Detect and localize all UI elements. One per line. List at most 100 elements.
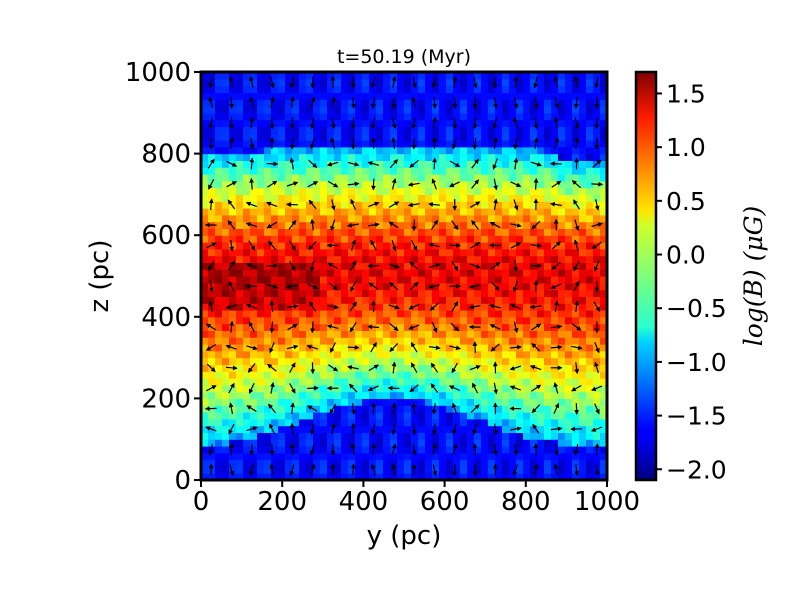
field-arrow xyxy=(348,383,358,393)
heatmap-cell xyxy=(299,201,307,209)
colorbar-label: log(B) (μG) xyxy=(739,206,768,347)
heatmap-cell xyxy=(397,85,405,93)
heatmap-cell xyxy=(278,221,286,229)
heatmap-cell xyxy=(558,221,566,229)
heatmap-cell xyxy=(586,473,594,480)
heatmap-cell xyxy=(292,459,300,467)
heatmap-cell xyxy=(432,221,440,229)
heatmap-cell xyxy=(362,214,370,223)
heatmap-cell xyxy=(558,398,566,406)
heatmap-cell xyxy=(460,78,468,87)
field-arrow xyxy=(370,97,376,109)
heatmap-cell xyxy=(439,296,447,304)
heatmap-cell xyxy=(467,112,475,121)
heatmap-cell xyxy=(502,405,510,413)
field-arrow xyxy=(310,321,315,334)
heatmap-cell xyxy=(481,194,489,202)
heatmap-cell xyxy=(208,459,216,467)
heatmap-cell xyxy=(488,235,496,243)
heatmap-cell xyxy=(418,201,426,209)
heatmap-cell xyxy=(355,92,363,100)
heatmap-cell xyxy=(453,112,461,121)
heatmap-cell xyxy=(250,432,258,440)
heatmap-cell xyxy=(222,391,230,399)
heatmap-cell xyxy=(467,418,475,427)
heatmap-cell xyxy=(453,310,461,318)
heatmap-cell xyxy=(600,201,607,209)
heatmap-cell xyxy=(229,248,237,257)
field-arrow xyxy=(347,161,360,167)
heatmap-cell xyxy=(502,72,510,80)
heatmap-cell xyxy=(495,180,503,189)
heatmap-cell xyxy=(551,99,559,107)
heatmap-cell xyxy=(565,466,573,474)
heatmap-cell xyxy=(271,425,279,433)
heatmap-cell xyxy=(439,180,447,189)
heatmap-cell xyxy=(313,452,321,461)
heatmap-cell xyxy=(236,276,244,284)
heatmap-cell xyxy=(299,153,307,161)
field-arrow xyxy=(431,403,437,415)
heatmap-cell xyxy=(495,153,503,161)
heatmap-cell xyxy=(516,323,524,331)
heatmap-cell xyxy=(432,146,440,155)
heatmap-cell xyxy=(600,248,607,257)
heatmap-cell xyxy=(355,72,363,80)
heatmap-cell xyxy=(453,391,461,399)
heatmap-cell xyxy=(404,180,412,189)
heatmap-cell xyxy=(460,106,468,114)
heatmap-cell xyxy=(348,146,356,155)
heatmap-cell xyxy=(586,194,594,202)
heatmap-cell xyxy=(369,72,377,80)
heatmap-cell xyxy=(495,289,503,297)
heatmap-cell xyxy=(495,146,503,155)
heatmap-cell xyxy=(313,330,321,338)
heatmap-cell xyxy=(551,446,559,454)
heatmap-cell xyxy=(516,446,524,454)
heatmap-cell xyxy=(565,344,573,352)
heatmap-cell xyxy=(516,357,524,365)
heatmap-cell xyxy=(453,446,461,454)
heatmap-cell xyxy=(446,439,454,447)
heatmap-cell xyxy=(257,221,265,229)
heatmap-cell xyxy=(229,187,237,195)
heatmap-cell xyxy=(572,85,580,93)
heatmap-cell xyxy=(579,248,587,257)
heatmap-cell xyxy=(327,466,335,474)
heatmap-cell xyxy=(320,269,328,277)
heatmap-cell xyxy=(264,289,272,297)
heatmap-cell xyxy=(208,160,216,168)
heatmap-cell xyxy=(278,364,286,372)
heatmap-cell xyxy=(271,350,279,359)
heatmap-cell xyxy=(341,323,349,331)
heatmap-cell xyxy=(593,391,601,399)
field-arrow xyxy=(490,343,500,352)
heatmap-cell xyxy=(355,330,363,338)
heatmap-cell xyxy=(544,174,552,182)
heatmap-cell xyxy=(229,466,237,474)
heatmap-cell xyxy=(271,364,279,372)
heatmap-cell xyxy=(362,167,370,175)
field-arrow xyxy=(429,302,439,311)
heatmap-cell xyxy=(355,174,363,182)
heatmap-cell xyxy=(243,106,251,114)
heatmap-cell xyxy=(495,310,503,318)
heatmap-cell xyxy=(341,174,349,182)
heatmap-cell xyxy=(257,405,265,413)
heatmap-cell xyxy=(327,446,335,454)
heatmap-cell xyxy=(250,269,258,277)
heatmap-cell xyxy=(313,357,321,365)
heatmap-cell xyxy=(600,167,607,175)
heatmap-cell xyxy=(530,269,538,277)
heatmap-cell xyxy=(600,371,607,379)
heatmap-cell xyxy=(439,337,447,345)
heatmap-cell xyxy=(292,276,300,284)
heatmap-cell xyxy=(320,72,328,80)
heatmap-cell xyxy=(201,140,209,148)
heatmap-cell xyxy=(271,439,279,447)
heatmap-cell xyxy=(488,276,496,284)
heatmap-cell xyxy=(243,85,251,93)
heatmap-cell xyxy=(516,350,524,359)
heatmap-cell xyxy=(236,296,244,304)
heatmap-cell xyxy=(558,112,566,121)
